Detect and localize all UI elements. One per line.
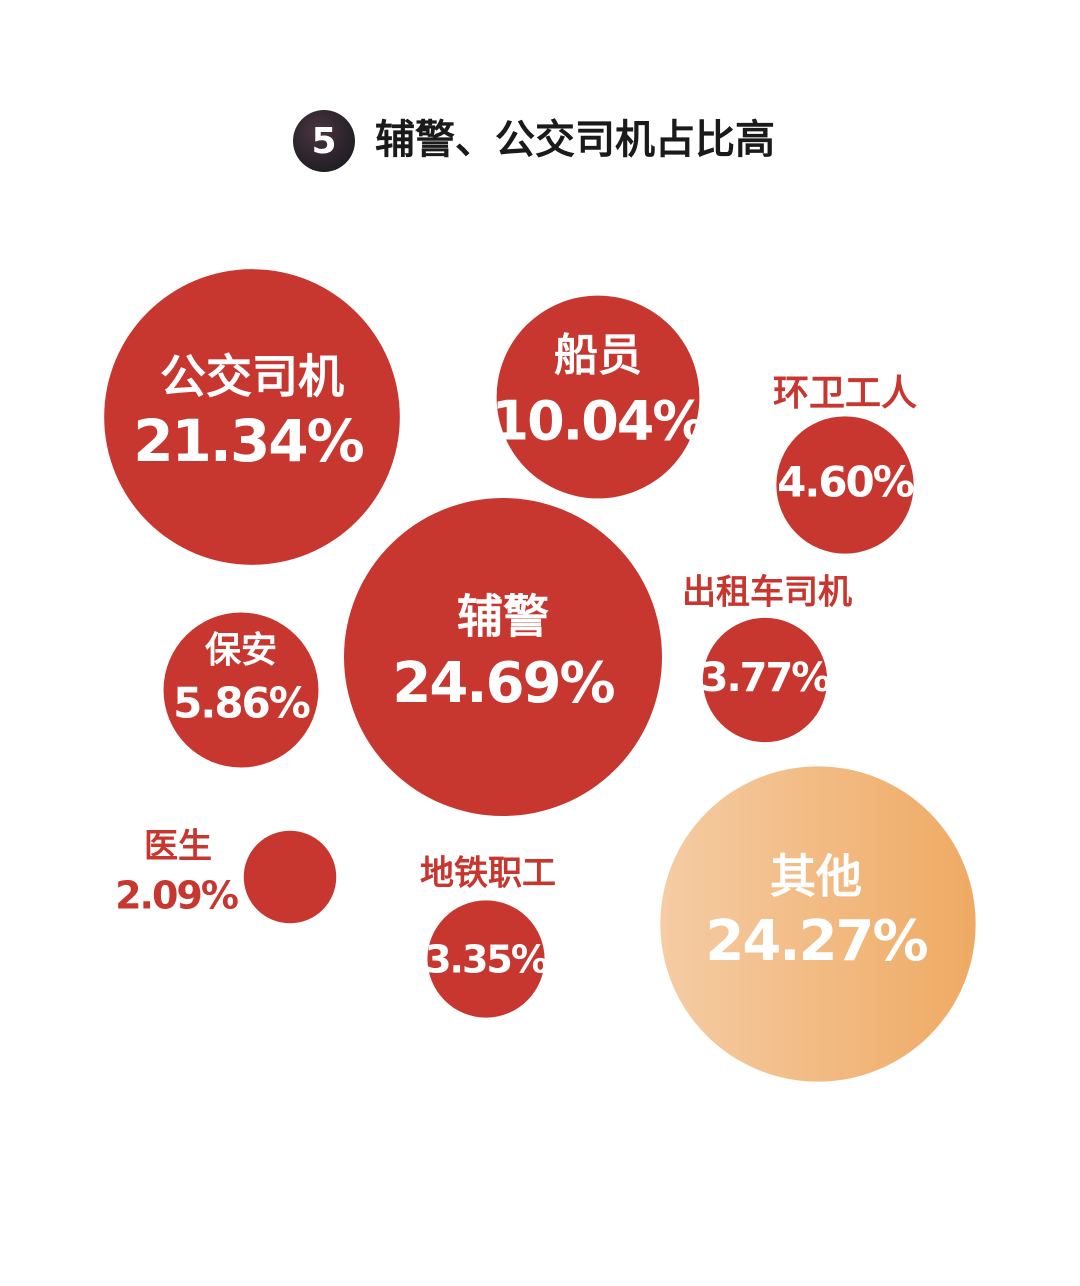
chart-title: 辅警、公交司机占比高 — [375, 117, 775, 163]
bubble-value-label: 3.77% — [701, 655, 831, 701]
bubble-category: 公交司机 — [160, 350, 344, 404]
bubble — [776, 416, 914, 554]
bubble — [427, 900, 545, 1018]
title-number: 5 — [311, 121, 336, 162]
bubble-value-label: 10.04% — [492, 390, 706, 453]
bubble-value-label: 21.34% — [133, 407, 363, 475]
bubble-value-label: 5.86% — [173, 679, 310, 728]
bubble — [660, 766, 976, 1082]
bubble — [343, 497, 663, 817]
bubble-category: 辅警 — [457, 590, 549, 644]
bubble-value-label: 2.09% — [115, 874, 238, 918]
bubble-category: 医生 — [144, 827, 212, 867]
bubble-category: 环卫工人 — [773, 373, 917, 414]
bubble-category: 出租车司机 — [682, 573, 852, 613]
bubble-value-label: 24.69% — [392, 651, 614, 716]
bubble-value-label: 3.35% — [425, 938, 548, 982]
bubble — [243, 830, 337, 924]
bubble-category: 其他 — [770, 850, 862, 904]
title-badge — [293, 110, 355, 172]
bubble-category: 船员 — [554, 330, 642, 381]
bubble — [702, 617, 828, 743]
bubble — [496, 295, 700, 499]
bubble-category: 地铁职工 — [420, 854, 556, 894]
bubble — [104, 269, 400, 565]
bubble-value-label: 4.60% — [777, 458, 914, 507]
bubble-category: 保安 — [205, 630, 277, 671]
bubble — [163, 612, 319, 768]
bubble-value-label: 24.27% — [705, 909, 927, 974]
